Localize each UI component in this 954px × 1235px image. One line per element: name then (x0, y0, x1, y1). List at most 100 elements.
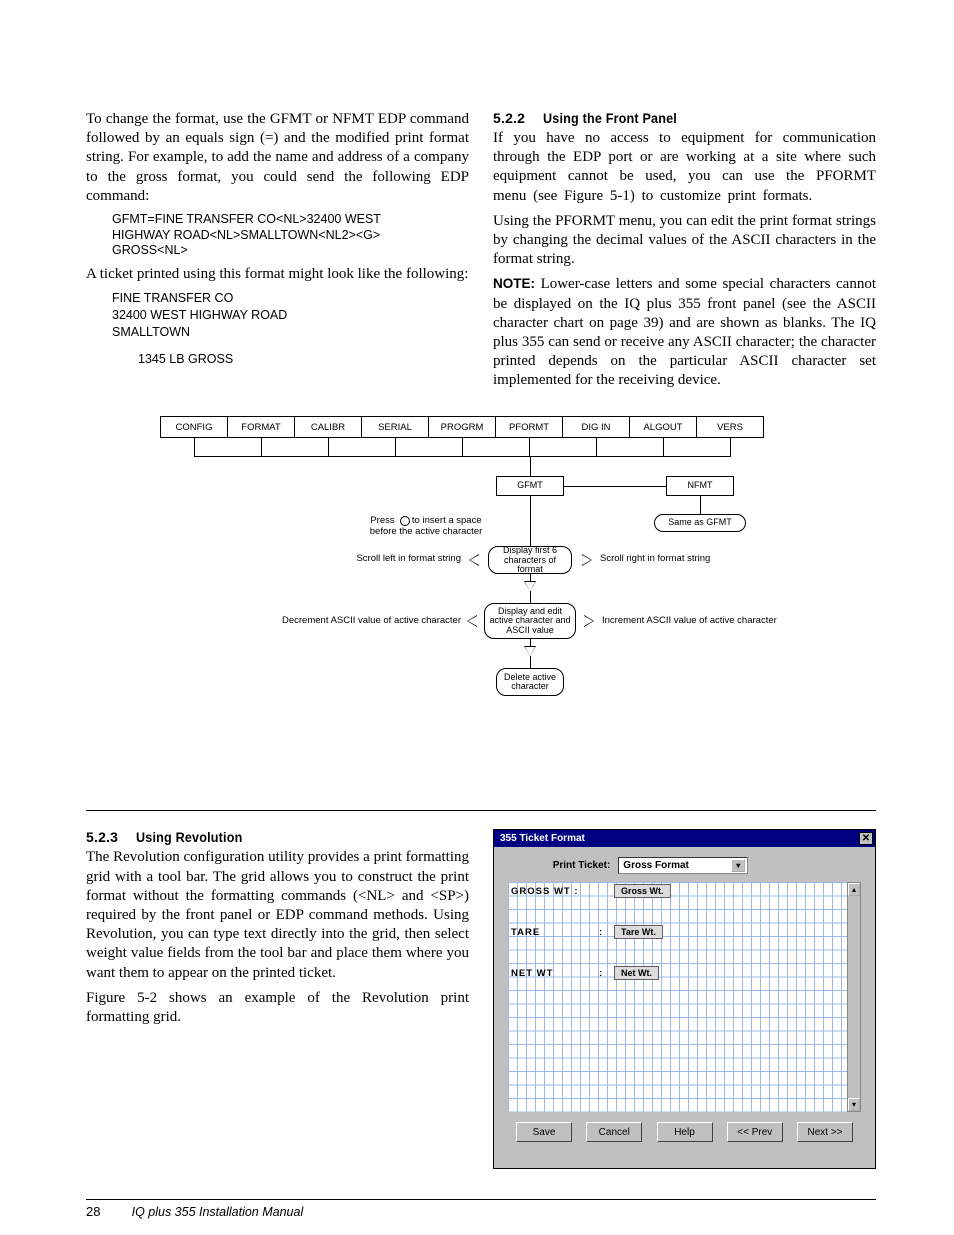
cancel-button[interactable]: Cancel (586, 1122, 642, 1142)
note-label: NOTE: (493, 276, 535, 291)
node-nfmt: NFMT (666, 476, 734, 496)
print-ticket-label: Print Ticket: (553, 860, 611, 871)
ticket-line: FINE TRANSFER CO (112, 290, 469, 307)
ticket-line: 1345 LB GROSS (138, 351, 469, 368)
arrow-right-icon (582, 555, 591, 565)
footer-title: IQ plus 355 Installation Manual (132, 1205, 304, 1219)
connector-line (530, 456, 531, 476)
next-button[interactable]: Next >> (797, 1122, 853, 1142)
connector-line (530, 639, 531, 647)
connector-line (596, 438, 597, 456)
window-titlebar: 355 Ticket Format ✕ (494, 830, 875, 847)
grid-field-tare[interactable]: Tare Wt. (614, 925, 663, 939)
code-gfmt-command: GFMT=FINE TRANSFER CO<NL>32400 WEST HIGH… (112, 212, 469, 259)
arrow-right-icon (584, 616, 593, 626)
label-scroll-right: Scroll right in format string (600, 554, 710, 564)
node-display-first-6: Display first 6characters of format (488, 546, 572, 574)
para-revolution-2: Figure 5-2 shows an example of the Revol… (86, 989, 469, 1027)
note-body: Lower-case letters and some special char… (493, 276, 876, 388)
para-ticket-intro: A ticket printed using this format might… (86, 265, 469, 284)
para-note: NOTE: Lower-case letters and some specia… (493, 275, 876, 390)
arrow-left-icon (468, 616, 477, 626)
press-text-3: before the active character (370, 526, 482, 537)
menu-item-config: CONFIG (160, 416, 228, 438)
connector-line (395, 438, 396, 456)
para-revolution-1: The Revolution configuration utility pro… (86, 848, 469, 982)
press-text-1: Press (370, 515, 394, 526)
prev-button[interactable]: << Prev (727, 1122, 783, 1142)
menu-item-format: FORMAT (227, 416, 295, 438)
connector-line (530, 591, 531, 603)
window-title: 355 Ticket Format (500, 833, 585, 844)
vertical-scrollbar[interactable]: ▴ ▾ (847, 882, 861, 1112)
grid-colon: : (599, 927, 603, 938)
connector-line (261, 438, 262, 456)
arrow-left-icon (470, 555, 479, 565)
ticket-line: SMALLTOWN (112, 324, 469, 341)
close-button[interactable]: ✕ (859, 832, 873, 845)
grid-label-net: NET WT (511, 968, 553, 979)
grid-label-gross: GROSS WT : (511, 886, 579, 897)
connector-line (730, 438, 731, 456)
scroll-down-button[interactable]: ▾ (848, 1098, 860, 1111)
connector-line (194, 456, 731, 457)
heading-5-2-2: 5.2.2Using the Front Panel (493, 110, 876, 126)
code-line: GFMT=FINE TRANSFER CO<NL>32400 WEST (112, 212, 469, 228)
node-same-as-gfmt: Same as GFMT (654, 514, 746, 532)
label-decrement-ascii: Decrement ASCII value of active characte… (266, 616, 461, 626)
label-scroll-left: Scroll left in format string (341, 554, 461, 564)
menu-item-pformt: PFORMT (495, 416, 563, 438)
menu-item-dig-in: DIG IN (562, 416, 630, 438)
menu-item-vers: VERS (696, 416, 764, 438)
grid-field-gross[interactable]: Gross Wt. (614, 884, 671, 898)
format-grid[interactable]: GROSS WT : Gross Wt. TARE : Tare Wt. NET… (508, 882, 861, 1112)
menu-item-algout: ALGOUT (629, 416, 697, 438)
scroll-up-button[interactable]: ▴ (848, 883, 860, 896)
para-front-panel-2: Using the PFORMT menu, you can edit the … (493, 212, 876, 270)
code-line: HIGHWAY ROAD<NL>SMALLTOWN<NL2><G> (112, 228, 469, 244)
heading-number: 5.2.3 (86, 829, 136, 845)
connector-line (530, 574, 531, 582)
heading-title: Using Revolution (136, 829, 242, 845)
pformt-menu-diagram: CONFIGFORMATCALIBRSERIALPROGRMPFORMTDIG … (86, 416, 876, 786)
ticket-line: 32400 WEST HIGHWAY ROAD (112, 307, 469, 324)
heading-5-2-3: 5.2.3Using Revolution (86, 829, 469, 845)
connector-line (529, 438, 530, 456)
connector-line (530, 656, 531, 668)
connector-line (663, 438, 664, 456)
page-number: 28 (86, 1204, 100, 1219)
help-button[interactable]: Help (657, 1122, 713, 1142)
page-footer: 28 IQ plus 355 Installation Manual (86, 1199, 876, 1220)
ticket-example: FINE TRANSFER CO 32400 WEST HIGHWAY ROAD… (112, 290, 469, 368)
print-ticket-dropdown[interactable]: Gross Format ▾ (618, 857, 748, 874)
section-divider (86, 810, 876, 811)
grid-field-net[interactable]: Net Wt. (614, 966, 659, 980)
revolution-screenshot: 355 Ticket Format ✕ Print Ticket: Gross … (493, 829, 876, 1169)
node-gfmt: GFMT (496, 476, 564, 496)
code-line: GROSS<NL> (112, 243, 469, 259)
connector-line (564, 486, 666, 487)
label-increment-ascii: Increment ASCII value of active characte… (602, 616, 777, 626)
menu-item-progrm: PROGRM (428, 416, 496, 438)
connector-line (700, 496, 701, 514)
connector-line (530, 496, 531, 546)
arrow-down-icon (525, 582, 535, 591)
node-delete-char: Delete activecharacter (496, 668, 564, 696)
heading-number: 5.2.2 (493, 110, 543, 126)
para-front-panel-1: If you have no access to equipment for c… (493, 129, 876, 206)
connector-line (462, 438, 463, 456)
arrow-down-icon (525, 647, 535, 656)
press-text-2: to insert a space (412, 515, 482, 526)
connector-line (328, 438, 329, 456)
connector-line (194, 438, 195, 456)
para-change-format: To change the format, use the GFMT or NF… (86, 110, 469, 206)
grid-label-tare: TARE (511, 927, 540, 938)
dropdown-arrow-icon[interactable]: ▾ (731, 859, 745, 872)
node-display-edit: Display and editactive character andASCI… (484, 603, 576, 639)
label-press-insert-space: Press to insert a space before the activ… (361, 516, 491, 537)
menu-item-serial: SERIAL (361, 416, 429, 438)
grid-colon: : (599, 968, 603, 979)
save-button[interactable]: Save (516, 1122, 572, 1142)
dropdown-value: Gross Format (623, 860, 689, 871)
menu-item-calibr: CALIBR (294, 416, 362, 438)
